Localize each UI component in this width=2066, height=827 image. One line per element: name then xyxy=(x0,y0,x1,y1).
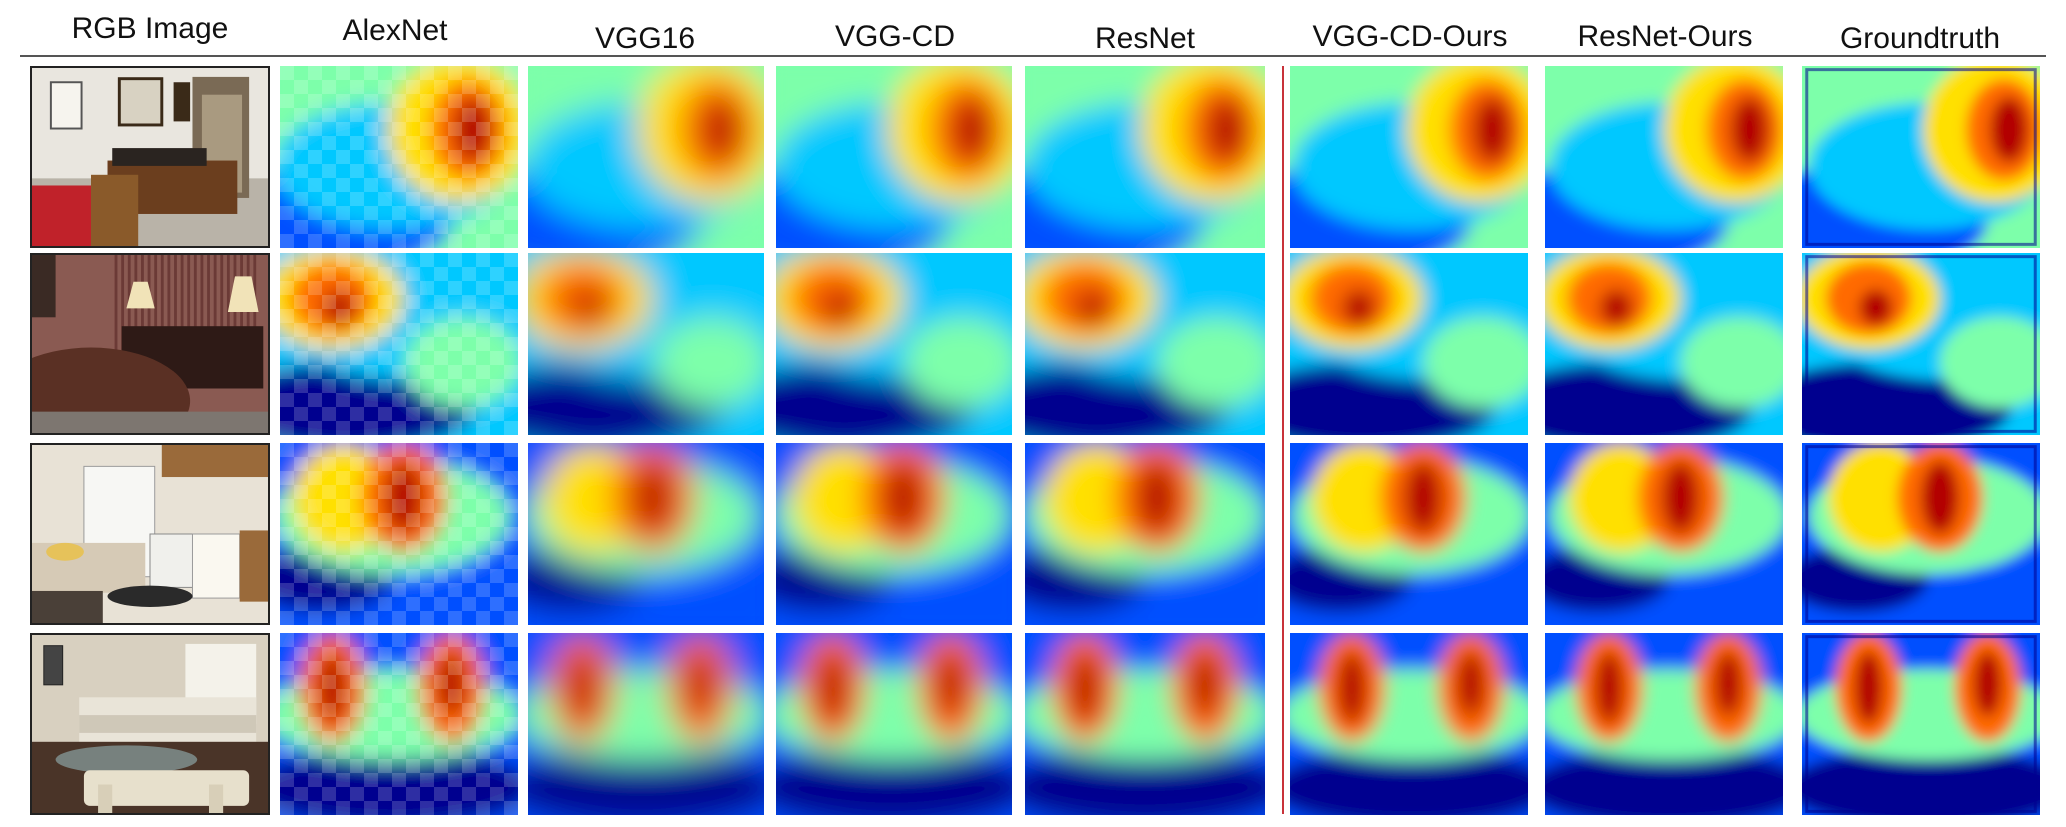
depth-heatmap-bedroom-vggcd xyxy=(776,253,1012,435)
depth-heatmap-office-resnetours xyxy=(1545,66,1783,248)
depth-heatmap-bedroom-gt xyxy=(1802,253,2040,435)
depth-heatmap-office-gt xyxy=(1802,66,2040,248)
depth-heatmap-living-room-gt xyxy=(1802,633,2040,815)
rgb-image-kitchen-rgb xyxy=(30,443,270,625)
depth-heatmap-office-vgg16 xyxy=(528,66,764,248)
depth-heatmap-living-room-vggcd xyxy=(776,633,1012,815)
depth-heatmap-kitchen-vgg16 xyxy=(528,443,764,625)
col-header-alexnet: AlexNet xyxy=(342,14,448,47)
rgb-image-office-rgb xyxy=(30,66,270,248)
depth-heatmap-bedroom-vggcdours xyxy=(1290,253,1528,435)
depth-map-kitchen-vggcd xyxy=(776,443,1012,625)
depth-heatmap-office-vggcdours xyxy=(1290,66,1528,248)
rgb-photo-kitchen-rgb xyxy=(32,445,268,623)
rgb-photo-office-rgb xyxy=(32,68,268,246)
depth-map-living-room-vggcd xyxy=(776,633,1012,815)
col-header-groundtruth: Groundtruth xyxy=(1839,22,2001,55)
depth-map-bedroom-resnet xyxy=(1025,253,1265,435)
depth-heatmap-living-room-alexnet xyxy=(280,633,518,815)
depth-map-bedroom-gt xyxy=(1802,253,2040,435)
depth-map-office-vgg16 xyxy=(528,66,764,248)
depth-map-bedroom-alexnet xyxy=(280,253,518,435)
rgb-image-bedroom-rgb xyxy=(30,253,270,435)
depth-heatmap-kitchen-alexnet xyxy=(280,443,518,625)
depth-heatmap-kitchen-resnet xyxy=(1025,443,1265,625)
depth-heatmap-living-room-resnetours xyxy=(1545,633,1783,815)
col-header-vgg-cd: VGG-CD xyxy=(835,20,955,53)
depth-map-kitchen-resnet xyxy=(1025,443,1265,625)
depth-heatmap-kitchen-resnetours xyxy=(1545,443,1783,625)
depth-map-bedroom-vgg16 xyxy=(528,253,764,435)
depth-map-office-vggcd xyxy=(776,66,1012,248)
depth-heatmap-kitchen-vggcd xyxy=(776,443,1012,625)
depth-map-kitchen-gt xyxy=(1802,443,2040,625)
depth-heatmap-kitchen-gt xyxy=(1802,443,2040,625)
depth-map-kitchen-vgg16 xyxy=(528,443,764,625)
depth-map-office-gt xyxy=(1802,66,2040,248)
depth-heatmap-bedroom-resnet xyxy=(1025,253,1265,435)
rgb-photo-bedroom-rgb xyxy=(32,255,268,433)
depth-heatmap-kitchen-vggcdours xyxy=(1290,443,1528,625)
depth-heatmap-bedroom-vgg16 xyxy=(528,253,764,435)
method-separator xyxy=(1282,66,1284,814)
depth-map-kitchen-vggcdours xyxy=(1290,443,1528,625)
rgb-photo-living-room-rgb xyxy=(32,635,268,813)
col-header-vgg-cd-ours: VGG-CD-Ours xyxy=(1312,20,1508,53)
col-header-resnet-ours: ResNet-Ours xyxy=(1577,20,1753,53)
depth-heatmap-living-room-vggcdours xyxy=(1290,633,1528,815)
depth-map-living-room-resnetours xyxy=(1545,633,1783,815)
col-header-rgb: RGB Image xyxy=(71,12,229,45)
col-header-resnet: ResNet xyxy=(1094,22,1196,55)
rgb-image-living-room-rgb xyxy=(30,633,270,815)
depth-map-living-room-vgg16 xyxy=(528,633,764,815)
depth-heatmap-living-room-resnet xyxy=(1025,633,1265,815)
depth-map-bedroom-vggcd xyxy=(776,253,1012,435)
depth-heatmap-bedroom-alexnet xyxy=(280,253,518,435)
depth-map-kitchen-resnetours xyxy=(1545,443,1783,625)
depth-heatmap-office-alexnet xyxy=(280,66,518,248)
depth-map-living-room-gt xyxy=(1802,633,2040,815)
header-rule xyxy=(20,55,2046,57)
depth-heatmap-office-vggcd xyxy=(776,66,1012,248)
depth-map-office-vggcdours xyxy=(1290,66,1528,248)
depth-map-office-resnet xyxy=(1025,66,1265,248)
depth-heatmap-office-resnet xyxy=(1025,66,1265,248)
depth-map-bedroom-vggcdours xyxy=(1290,253,1528,435)
depth-heatmap-living-room-vgg16 xyxy=(528,633,764,815)
depth-map-bedroom-resnetours xyxy=(1545,253,1783,435)
depth-map-office-resnetours xyxy=(1545,66,1783,248)
depth-map-living-room-vggcdours xyxy=(1290,633,1528,815)
col-header-vgg16: VGG16 xyxy=(594,22,696,55)
depth-map-office-alexnet xyxy=(280,66,518,248)
depth-heatmap-bedroom-resnetours xyxy=(1545,253,1783,435)
depth-map-kitchen-alexnet xyxy=(280,443,518,625)
depth-map-living-room-alexnet xyxy=(280,633,518,815)
depth-map-living-room-resnet xyxy=(1025,633,1265,815)
